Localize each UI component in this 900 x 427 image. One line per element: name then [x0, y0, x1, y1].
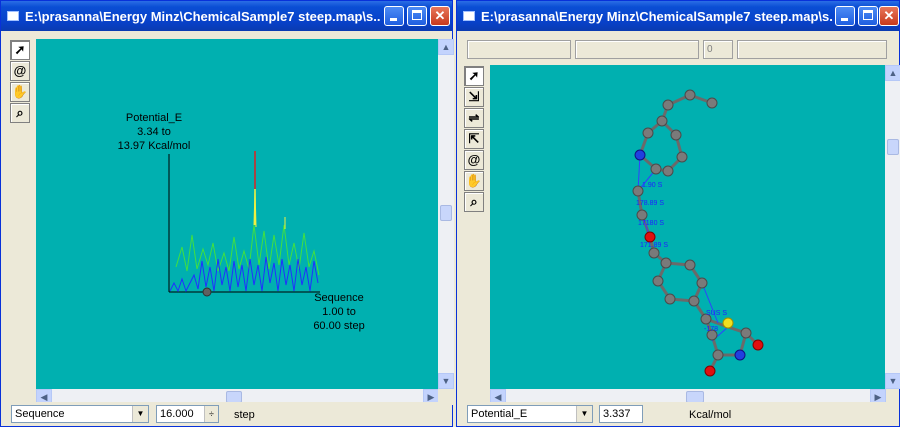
y-variable-select[interactable]: Potential_E ▼: [467, 405, 593, 423]
scroll-corner: [438, 389, 454, 405]
status-bar: Sequence ▼ 16.000 ÷ step: [1, 402, 452, 426]
window-title: E:\prasanna\Energy Minz\ChemicalSample7 …: [25, 9, 380, 24]
energy-unit: Kcal/mol: [689, 409, 732, 421]
potential-green-trace: [175, 224, 320, 276]
stepper-arrows-icon[interactable]: ÷: [204, 406, 218, 422]
scroll-down-icon[interactable]: ▼: [438, 373, 454, 389]
maximize-icon: [863, 10, 873, 20]
sequence-value: 16.000: [160, 408, 194, 420]
molecule-window: E:\prasanna\Energy Minz\ChemicalSample7 …: [456, 0, 900, 427]
plot-window: E:\prasanna\Energy Minz\ChemicalSample7 …: [0, 0, 454, 427]
zoom-icon[interactable]: ⌕: [464, 192, 484, 212]
maximize-button[interactable]: [407, 6, 427, 26]
atom-label: -178: [704, 326, 718, 333]
title-bar[interactable]: E:\prasanna\Energy Minz\ChemicalSample7 …: [457, 1, 899, 31]
atom-label: 178.89 S: [636, 200, 664, 207]
info-field-1: [467, 40, 571, 59]
x-axis-label: Sequence 1.00 to 60.00 step: [304, 291, 374, 333]
minimize-button[interactable]: [384, 6, 404, 26]
window-icon: [463, 11, 475, 21]
vertical-scrollbar[interactable]: ▲ ▼: [885, 65, 900, 389]
maximize-button[interactable]: [858, 6, 878, 26]
y-axis-max: 13.97 Kcal/mol: [117, 140, 191, 152]
close-button[interactable]: ✕: [430, 6, 450, 26]
rotate-icon[interactable]: @: [464, 150, 484, 170]
atom-label: 171.89 S: [640, 242, 668, 249]
select-atom-icon[interactable]: ⇲: [464, 87, 484, 107]
rotate-icon[interactable]: @: [10, 61, 30, 81]
x-axis-name: Sequence: [314, 292, 364, 304]
nitrogen-atom: [734, 349, 746, 361]
arrow-icon[interactable]: ➚: [10, 40, 30, 60]
y-axis-name: Potential_E: [125, 112, 183, 124]
select-bond-icon[interactable]: ⇌: [464, 108, 484, 128]
energy-plot: [168, 151, 320, 297]
energy-value-field[interactable]: 3.337: [599, 405, 643, 423]
vertical-scrollbar[interactable]: ▲ ▼: [438, 39, 454, 389]
y-axis-label: Potential_E 3.34 to 13.97 Kcal/mol: [114, 111, 194, 153]
atom-label: SUS S: [706, 310, 727, 317]
atom-label: 1.90 S: [642, 182, 663, 189]
zoom-icon[interactable]: ⌕: [10, 103, 30, 123]
tool-palette: ➚ ⇲ ⇌ ⇱ @ ✋ ⌕: [463, 65, 485, 213]
scroll-down-icon[interactable]: ▼: [885, 373, 900, 389]
y-axis-min: 3.34 to: [137, 126, 171, 138]
bonds: [636, 93, 760, 372]
close-icon: ✕: [434, 8, 446, 23]
scroll-thumb[interactable]: [440, 205, 452, 221]
info-field-3: 0: [703, 40, 733, 59]
minimize-icon: [390, 18, 397, 21]
maximize-icon: [412, 10, 422, 20]
status-bar: Potential_E ▼ 3.337 Kcal/mol: [457, 402, 899, 426]
sequence-cursor[interactable]: [202, 287, 212, 297]
tool-palette: ➚ @ ✋ ⌕: [9, 39, 31, 124]
oxygen-atom: [644, 231, 656, 243]
x-variable-select[interactable]: Sequence ▼: [11, 405, 149, 423]
potential-blue-trace: [169, 256, 319, 293]
sequence-value-stepper[interactable]: 16.000 ÷: [156, 405, 219, 423]
oxygen-atom: [704, 365, 716, 377]
y-variable-value: Potential_E: [471, 408, 528, 420]
scroll-up-icon[interactable]: ▲: [438, 39, 454, 55]
molecule-structure: 1.90 S 178.89 S 17180 S 171.89 S SUS S -…: [632, 89, 764, 377]
sulfur-atom: [722, 317, 734, 329]
atom-label: 17180 S: [638, 220, 664, 227]
info-field-2: [575, 40, 699, 59]
x-axis-max: 60.00 step: [313, 320, 365, 332]
scroll-thumb[interactable]: [887, 139, 899, 155]
nitrogen-atom: [634, 149, 646, 161]
arrow-icon[interactable]: ➚: [464, 66, 484, 86]
minimize-button[interactable]: [835, 6, 855, 26]
chevron-down-icon[interactable]: ▼: [576, 406, 592, 422]
hand-icon[interactable]: ✋: [10, 82, 30, 102]
info-field-4: [737, 40, 887, 59]
select-group-icon[interactable]: ⇱: [464, 129, 484, 149]
window-icon: [7, 11, 19, 21]
x-variable-value: Sequence: [15, 408, 65, 420]
oxygen-atom: [752, 339, 764, 351]
sequence-unit: step: [234, 409, 255, 421]
energy-value: 3.337: [603, 408, 631, 420]
plot-canvas[interactable]: Potential_E 3.34 to 13.97 Kcal/mol Seque…: [36, 39, 439, 389]
chevron-down-icon[interactable]: ▼: [132, 406, 148, 422]
x-axis-min: 1.00 to: [322, 306, 356, 318]
title-bar[interactable]: E:\prasanna\Energy Minz\ChemicalSample7 …: [1, 1, 452, 31]
carbon-atoms: [632, 89, 752, 361]
window-title: E:\prasanna\Energy Minz\ChemicalSample7 …: [481, 9, 833, 24]
close-icon: ✕: [883, 8, 895, 23]
hand-icon[interactable]: ✋: [464, 171, 484, 191]
close-button[interactable]: ✕: [879, 6, 899, 26]
scroll-up-icon[interactable]: ▲: [885, 65, 900, 81]
minimize-icon: [841, 18, 848, 21]
molecule-canvas[interactable]: 1.90 S 178.89 S 17180 S 171.89 S SUS S -…: [490, 65, 886, 389]
